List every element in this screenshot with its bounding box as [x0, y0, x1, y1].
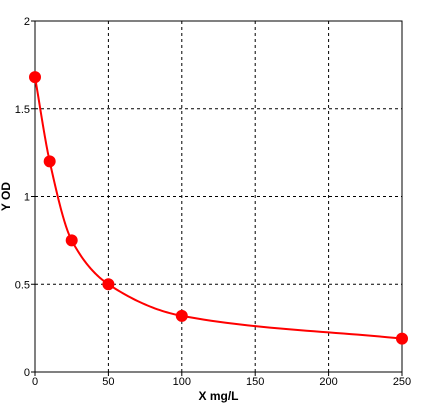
y-axis-label: Y OD — [0, 182, 13, 211]
y-tick-label: 2 — [24, 16, 30, 28]
x-tick-label: 150 — [246, 376, 264, 388]
y-tick-labels: 0 0.5 1 1.5 2 — [15, 16, 30, 379]
fit-curve — [34, 76, 403, 340]
x-tick-label: 200 — [319, 376, 337, 388]
x-tick-label: 100 — [173, 376, 191, 388]
y-tick-label: 1 — [24, 192, 30, 204]
y-tick-label: 0.5 — [15, 279, 30, 291]
data-point — [43, 155, 56, 168]
data-point — [175, 309, 188, 322]
data-point — [396, 332, 408, 345]
data-point — [29, 71, 41, 84]
grid — [35, 21, 402, 372]
x-tick-label: 0 — [32, 376, 38, 388]
x-tick-label: 50 — [102, 376, 114, 388]
data-point — [65, 234, 78, 247]
y-tick-label: 1.5 — [15, 104, 30, 116]
data-point — [102, 278, 115, 291]
x-axis-label: X mg/L — [198, 389, 238, 403]
ticks — [31, 20, 403, 376]
x-tick-labels: 0 50 100 150 200 250 — [32, 376, 411, 388]
y-tick-label: 0 — [24, 367, 30, 379]
data-points — [29, 71, 408, 345]
x-tick-label: 250 — [393, 376, 411, 388]
